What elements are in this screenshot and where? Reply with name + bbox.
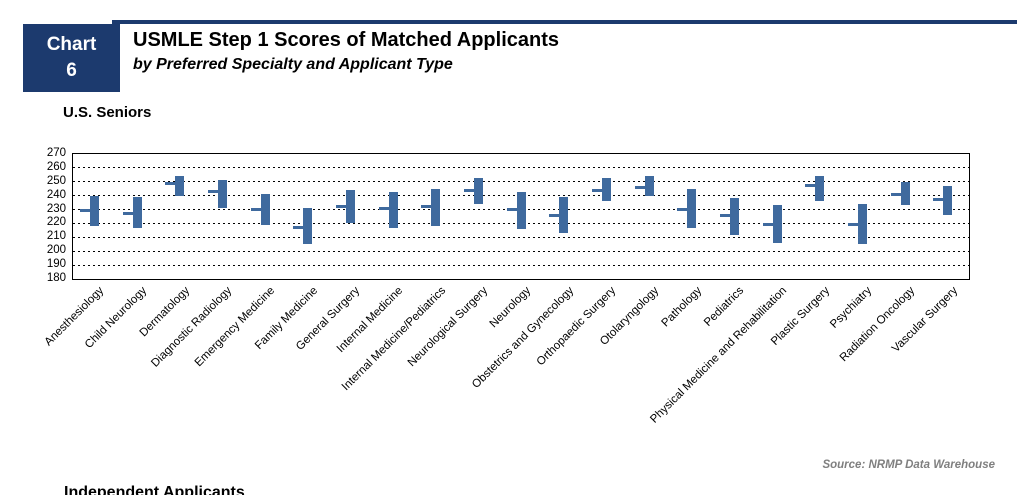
range-bar-internal-medicine-pediatrics [431, 188, 441, 227]
range-bar-orthopaedic-surgery [601, 177, 611, 202]
gridline-190 [73, 264, 969, 266]
range-bar-neurology [516, 191, 526, 229]
mean-tick-general-surgery [335, 205, 346, 209]
header-rule [112, 20, 1017, 24]
range-bar-psychiatry [857, 204, 867, 245]
mean-tick-dermatology [165, 181, 176, 185]
chart-badge-number: 6 [66, 60, 77, 81]
mean-tick-vascular-surgery [933, 198, 944, 202]
y-axis-tick-label: 210 [46, 230, 66, 243]
mean-tick-plastic-surgery [805, 184, 816, 188]
mean-tick-otolaryngology [634, 185, 645, 189]
mean-tick-obstetrics-and-gynecology [549, 213, 560, 217]
x-axis-labels: Anesthesiology Child Neurology Dermatology… [43, 279, 970, 489]
range-bar-radiation-oncology [900, 181, 910, 206]
range-bar-neurological-surgery [473, 177, 483, 204]
gridline-250 [73, 181, 969, 183]
mean-tick-physical-medicine-and-rehabilitation [762, 223, 773, 227]
mean-tick-orthopaedic-surgery [591, 188, 602, 192]
source-note: Source: NRMP Data Warehouse [822, 459, 995, 471]
y-axis-tick-label: 220 [46, 216, 66, 229]
range-bar-family-medicine [303, 208, 313, 245]
chart-badge-word: Chart [46, 34, 97, 55]
mean-tick-neurology [506, 208, 517, 212]
y-axis-tick-label: 250 [46, 174, 66, 187]
range-bar-child-neurology [132, 197, 142, 228]
section-title-independent-applicants: Independent Applicants [64, 484, 245, 495]
mean-tick-pathology [677, 208, 688, 212]
mean-tick-emergency-medicine [250, 208, 261, 212]
range-bar-internal-medicine [388, 191, 398, 228]
page-title: USMLE Step 1 Scores of Matched Applicant… [133, 29, 560, 51]
section-title-us-seniors: U.S. Seniors [63, 104, 152, 121]
y-axis-tick-label: 240 [46, 188, 66, 201]
mean-tick-child-neurology [122, 212, 133, 216]
range-bar-general-surgery [345, 190, 355, 224]
y-axis-labels: 270 260 250 240 230 220 210 200 190 180 [0, 147, 66, 284]
y-axis-tick-label: 270 [46, 147, 66, 159]
range-bar-physical-medicine-and-rehabilitation [772, 205, 782, 243]
mean-tick-family-medicine [293, 226, 304, 230]
page-subtitle: by Preferred Specialty and Applicant Typ… [133, 56, 453, 73]
gridline-210 [73, 236, 969, 238]
y-axis-tick-label: 230 [46, 202, 66, 215]
range-bar-pediatrics [729, 198, 739, 235]
range-bar-emergency-medicine [260, 194, 270, 225]
range-bar-obstetrics-and-gynecology [559, 197, 569, 234]
range-bar-anesthesiology [89, 195, 99, 227]
mean-tick-pediatrics [719, 213, 730, 217]
mean-tick-internal-medicine [378, 206, 389, 210]
range-bar-plastic-surgery [815, 176, 825, 202]
mean-tick-anesthesiology [79, 209, 90, 213]
y-axis-tick-label: 260 [46, 160, 66, 173]
y-axis-tick-label: 180 [46, 272, 66, 284]
mean-tick-psychiatry [847, 223, 858, 227]
mean-tick-radiation-oncology [890, 192, 901, 196]
mean-tick-diagnostic-radiology [207, 190, 218, 193]
y-axis-tick-label: 190 [46, 258, 66, 271]
range-bar-dermatology [175, 176, 185, 196]
chart-number-badge: Chart 6 [23, 24, 120, 92]
range-bar-diagnostic-radiology [217, 180, 227, 209]
y-axis-tick-label: 200 [46, 244, 66, 257]
mean-tick-neurological-surgery [463, 188, 474, 192]
mean-tick-internal-medicine-pediatrics [421, 205, 432, 209]
range-bar-otolaryngology [644, 176, 654, 196]
gridline-200 [73, 250, 969, 252]
range-bar-vascular-surgery [943, 185, 953, 216]
chart-plot-area [72, 153, 970, 280]
gridline-260 [73, 167, 969, 169]
range-bar-pathology [687, 188, 697, 228]
